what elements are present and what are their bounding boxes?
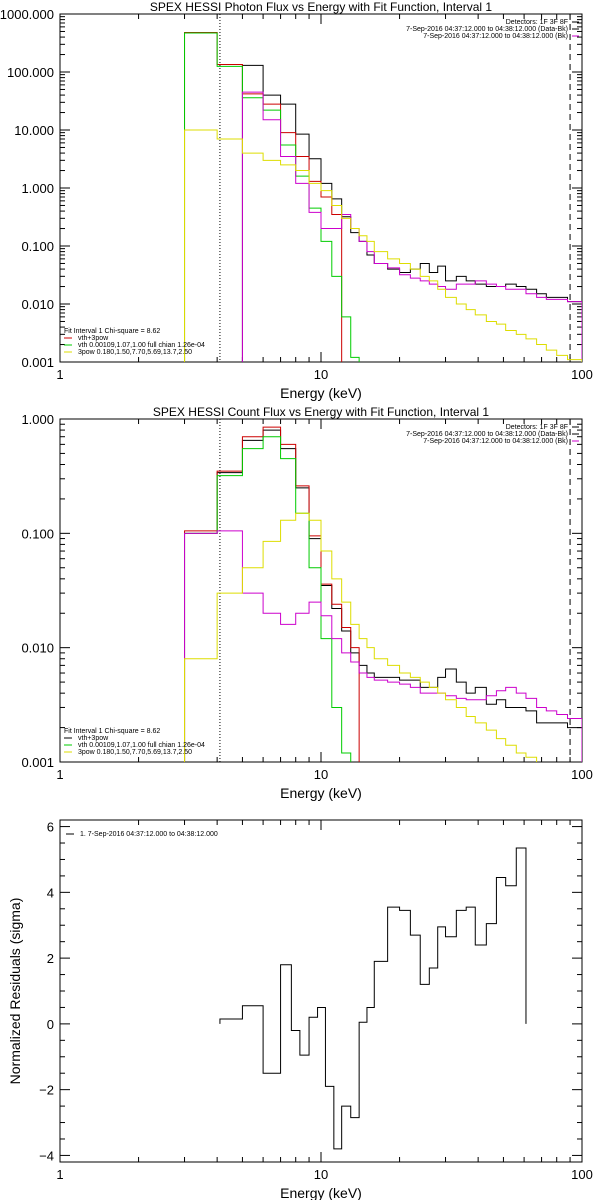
plot-frame [59,819,583,1163]
legend-line-3: vth 0.00109,1.07,1.00 full chian 1.26e-0… [78,742,205,749]
y-tick-label: 100.000 [7,65,54,80]
chart-2: SPEX HESSI Count Flux vs Energy with Fit… [21,405,593,801]
legend-line-3: vth 0.00109,1.07,1.00 full chian 1.26e-0… [78,342,205,349]
x-axis-label: Energy (keV) [280,1185,362,1200]
x-tick-label: 1 [56,1167,63,1182]
legend-line-1: Fit Interval 1 Chi-square = 8.62 [64,728,160,735]
y-tick-label: 1.000 [21,412,54,427]
chart-3: 1 10 100 Energy (keV) −4 −2 0 2 4 6 Normalized Res… [7,819,593,1200]
x-tick-label: 10 [314,367,328,382]
y-tick-label: 4 [47,885,54,900]
series-4-line [184,530,582,762]
y-tick-label: −4 [39,1148,54,1163]
info-line-3: 7-Sep-2016 04:37:12.000 to 04:38:12.000 … [423,33,568,40]
x-tick-label: 1 [56,367,63,382]
y-tick-label: 2 [47,951,54,966]
x-axis-label: Energy (keV) [280,385,362,401]
series-4-line [241,91,582,362]
y-tick-label: 0.001 [21,755,54,770]
y-tick-label: 6 [47,820,54,835]
series-group [184,426,582,762]
series-2-line [184,31,343,362]
series-1-line [241,64,582,362]
series-5-line [184,512,538,762]
series-1-line [184,429,582,762]
legend-line-4: 3pow 0.180,1.50,7.70,5.69,13.7,2.50 [78,749,192,756]
legend-line-1: Fit Interval 1 Chi-square = 8.62 [64,328,160,335]
y-tick-label: 1000.000 [0,7,54,22]
chart-title: SPEX HESSI Count Flux vs Energy with Fit… [153,405,489,419]
y-tick-label: −2 [39,1083,54,1098]
y-axis-label: Normalized Residuals (sigma) [7,898,23,1085]
x-tick-label: 100 [571,367,593,382]
series-group [184,31,582,362]
chart-title: SPEX HESSI Photon Flux vs Energy with Fi… [150,0,492,14]
y-tick-label: 0.010 [21,641,54,656]
y-tick-label: 0.001 [21,355,54,370]
legend-line-1: 1. 7-Sep-2016 04:37:12.000 to 04:38:12.0… [80,831,218,838]
info-line-1: Detectors: 1F 3F 8F [506,19,568,26]
series-3-line [184,32,360,362]
y-tick-label: 10.000 [14,123,54,138]
legend-line-2: vth+3pow [78,735,109,742]
x-tick-label: 1 [56,767,63,782]
x-axis-label: Energy (keV) [280,785,362,801]
y-tick-label: 0 [47,1017,54,1032]
chart-1: SPEX HESSI Photon Flux vs Energy with Fi… [0,0,593,401]
x-tick-label: 100 [571,1167,593,1182]
x-tick-label: 10 [314,767,328,782]
y-tick-label: 0.100 [21,239,54,254]
x-tick-label: 100 [571,767,593,782]
legend-line-2: vth+3pow [78,335,109,342]
series-2-line [184,426,360,762]
series-3-line [184,436,352,762]
y-tick-label: 0.010 [21,297,54,312]
x-tick-label: 10 [314,1167,328,1182]
y-tick-label: 0.100 [21,526,54,541]
legend-line-4: 3pow 0.180,1.50,7.70,5.69,13.7,2.50 [78,349,192,356]
info-line-1: Detectors: 1F 3F 8F [506,424,568,431]
series-5-line [184,129,582,362]
y-tick-label: 1.000 [21,181,54,196]
info-line-2: 7-Sep-2016 04:37:12.000 to 04:38:12.000 … [406,431,568,438]
info-line-3: 7-Sep-2016 04:37:12.000 to 04:38:12.000 … [423,438,568,445]
series-group [219,847,527,1150]
info-line-2: 7-Sep-2016 04:37:12.000 to 04:38:12.000 … [406,26,568,33]
series-1-line [219,847,527,1150]
